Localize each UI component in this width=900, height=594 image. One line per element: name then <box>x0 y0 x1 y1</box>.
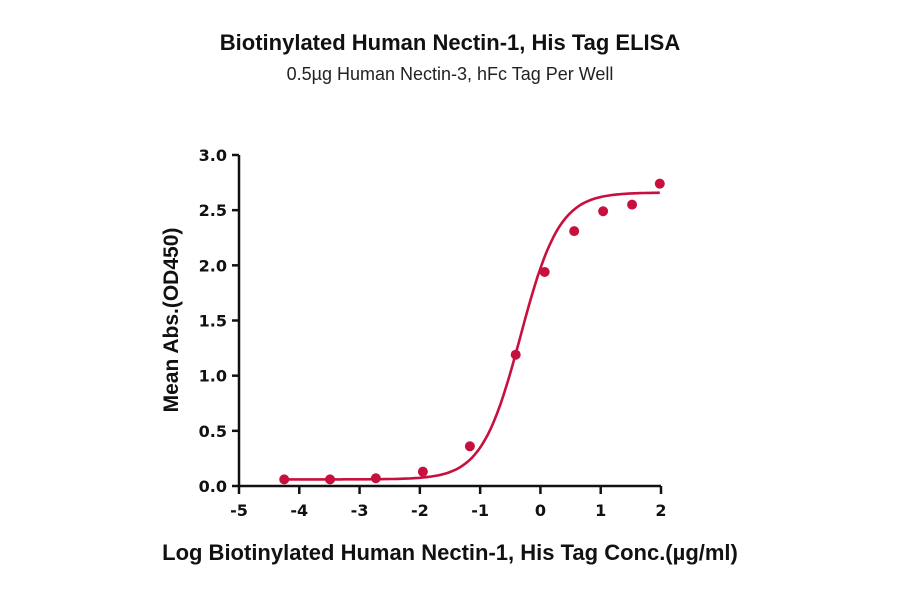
data-point <box>654 178 665 189</box>
x-tick-label: 2 <box>655 501 666 520</box>
data-point <box>279 474 290 485</box>
data-point <box>569 226 580 237</box>
data-point <box>598 206 609 217</box>
y-tick-label: 2.5 <box>199 201 227 220</box>
x-tick-label: -2 <box>411 501 429 520</box>
x-tick-label: -1 <box>471 501 489 520</box>
x-tick-label: 1 <box>595 501 606 520</box>
axes: 0.0 0.5 1.0 1.5 2.0 2.5 3.0 -5 -4 -3 -2 -1 0 1 2 <box>199 146 667 520</box>
x-tick-label: 0 <box>535 501 546 520</box>
x-tick-label: -4 <box>290 501 308 520</box>
x-tick-label: -5 <box>230 501 248 520</box>
y-tick-label: 1.5 <box>199 312 227 331</box>
y-tick-label: 3.0 <box>199 146 227 165</box>
data-point <box>464 441 475 452</box>
data-point <box>627 199 638 210</box>
y-tick-label: 1.0 <box>199 367 227 386</box>
x-axis-label: Log Biotinylated Human Nectin-1, His Tag… <box>162 540 738 565</box>
x-tick-label: -3 <box>351 501 369 520</box>
data-points <box>279 178 665 485</box>
y-tick-label: 0.5 <box>199 422 227 441</box>
y-tick-label: 2.0 <box>199 256 227 275</box>
data-point <box>325 474 336 485</box>
data-point <box>539 266 550 277</box>
chart-subtitle: 0.5µg Human Nectin-3, hFc Tag Per Well <box>286 64 614 84</box>
chart-title: Biotinylated Human Nectin-1, His Tag ELI… <box>219 30 681 55</box>
data-point <box>370 473 381 484</box>
data-point <box>510 349 521 360</box>
data-point <box>417 466 428 477</box>
fit-curve <box>284 191 660 481</box>
y-tick-label: 0.0 <box>199 477 227 496</box>
